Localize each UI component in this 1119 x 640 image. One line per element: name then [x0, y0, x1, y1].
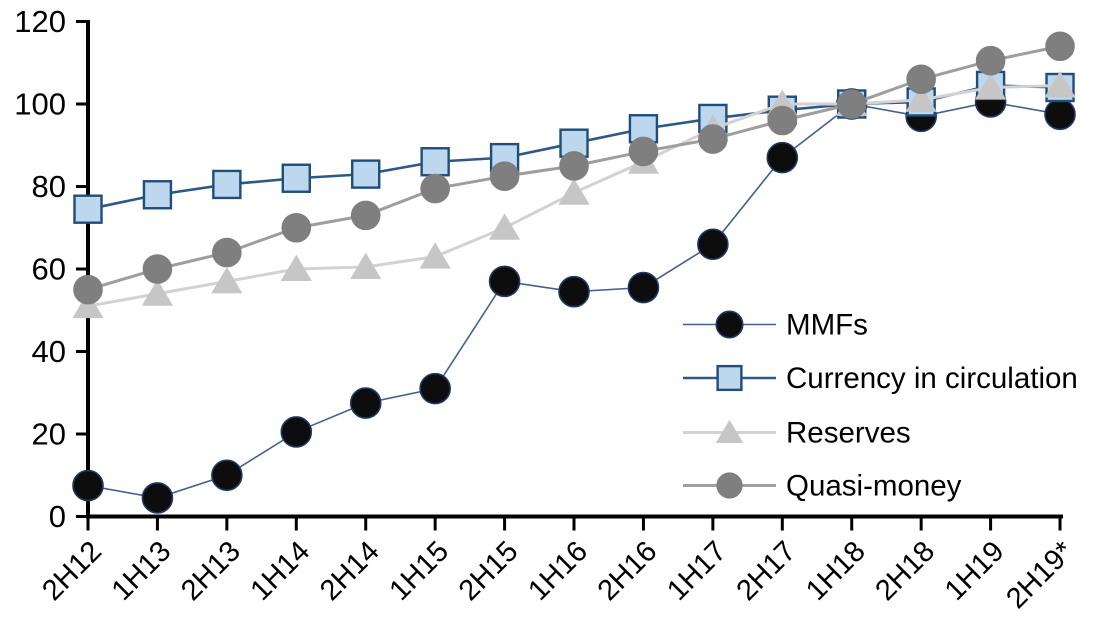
x-tick-label: 2H13: [175, 535, 247, 607]
legend-marker-reserves: [715, 419, 744, 444]
series-quasi-money-marker: [212, 237, 242, 268]
series-quasi-money-marker: [698, 124, 728, 154]
series-reserves-marker: [350, 252, 382, 279]
legend-label-quasi-money: Quasi-money: [786, 470, 962, 503]
series-mmfs-marker: [419, 372, 451, 405]
series-mmfs-marker: [280, 416, 313, 448]
y-tick-label: 60: [32, 252, 66, 287]
legend-label-reserves: Reserves: [786, 417, 911, 450]
y-tick-label: 20: [32, 417, 66, 452]
series-reserves-marker: [280, 254, 312, 281]
x-tick-label: 2H19*: [1000, 535, 1080, 615]
series-reserves-marker: [488, 213, 521, 240]
series-reserves-marker: [72, 291, 104, 319]
series-mmfs-marker: [488, 265, 521, 298]
series-currency-in-circulation-marker: [212, 169, 242, 200]
series-mmfs-marker: [211, 459, 243, 492]
series-quasi-money-marker: [420, 173, 450, 204]
y-tick-label: 120: [14, 4, 66, 39]
series-quasi-money-marker: [767, 105, 798, 136]
legend-marker-mmfs: [715, 310, 744, 339]
x-tick-label: 1H17: [661, 535, 733, 607]
series-reserves-marker: [419, 242, 451, 269]
series-currency-in-circulation-marker: [420, 147, 450, 177]
x-tick-label: 1H13: [106, 535, 178, 607]
series-quasi-money-marker: [489, 161, 520, 191]
x-tick-label: 1H14: [245, 535, 317, 607]
x-tick-label: 2H16: [592, 535, 664, 607]
series-quasi-money-marker: [975, 45, 1006, 76]
series-quasi-money-marker: [628, 136, 659, 167]
legend-label-currency-in-circulation: Currency in circulation: [786, 362, 1078, 395]
y-tick-label: 80: [32, 169, 66, 204]
series-quasi-money-marker: [73, 274, 103, 305]
series-quasi-money-marker: [281, 212, 312, 243]
x-tick-label: 2H14: [314, 535, 386, 607]
series-reserves-marker: [974, 73, 1007, 100]
y-tick-label: 0: [49, 499, 66, 534]
x-tick-label: 1H18: [800, 535, 872, 607]
x-tick-label: 1H19: [939, 535, 1011, 607]
y-tick-label: 100: [14, 87, 66, 122]
x-tick-label: 1H16: [522, 535, 594, 607]
series-quasi-money-marker: [142, 254, 173, 284]
x-tick-label: 2H15: [453, 535, 525, 607]
series-reserves-marker: [211, 266, 243, 294]
x-tick-label: 2H18: [869, 535, 941, 607]
series-mmfs-marker: [1044, 98, 1076, 131]
series-reserves-marker: [905, 85, 937, 112]
series-quasi-money-marker: [906, 64, 936, 95]
legend-marker-quasi-money: [716, 472, 743, 499]
series-mmfs-marker: [141, 482, 174, 514]
series-mmfs-marker: [627, 271, 660, 304]
series-quasi-money-marker: [836, 89, 867, 119]
series-mmfs-marker: [349, 387, 382, 419]
series-currency-in-circulation-marker: [351, 159, 381, 189]
x-tick-label: 1H15: [383, 535, 455, 607]
x-tick-label: 2H17: [731, 535, 803, 607]
series-currency-in-circulation-marker: [142, 180, 173, 210]
series-quasi-money-marker: [1045, 31, 1075, 62]
legend-label-mmfs: MMFs: [786, 309, 868, 342]
series-quasi-money-marker: [350, 200, 381, 231]
legend-marker-currency-in-circulation: [716, 364, 743, 392]
series-currency-in-circulation-marker: [73, 194, 103, 224]
series-currency-in-circulation-marker: [281, 163, 311, 193]
y-tick-label: 40: [32, 334, 66, 369]
series-reserves-marker: [558, 178, 590, 205]
series-mmfs-marker: [697, 228, 729, 261]
series-quasi-money-marker: [559, 151, 589, 181]
series-mmfs-marker: [558, 275, 590, 308]
series-reserves-marker: [1044, 71, 1076, 98]
series-mmfs-marker: [766, 141, 799, 174]
series-reserves-marker: [141, 279, 174, 306]
series-mmfs-marker: [72, 469, 104, 502]
x-tick-label: 2H12: [36, 535, 108, 607]
